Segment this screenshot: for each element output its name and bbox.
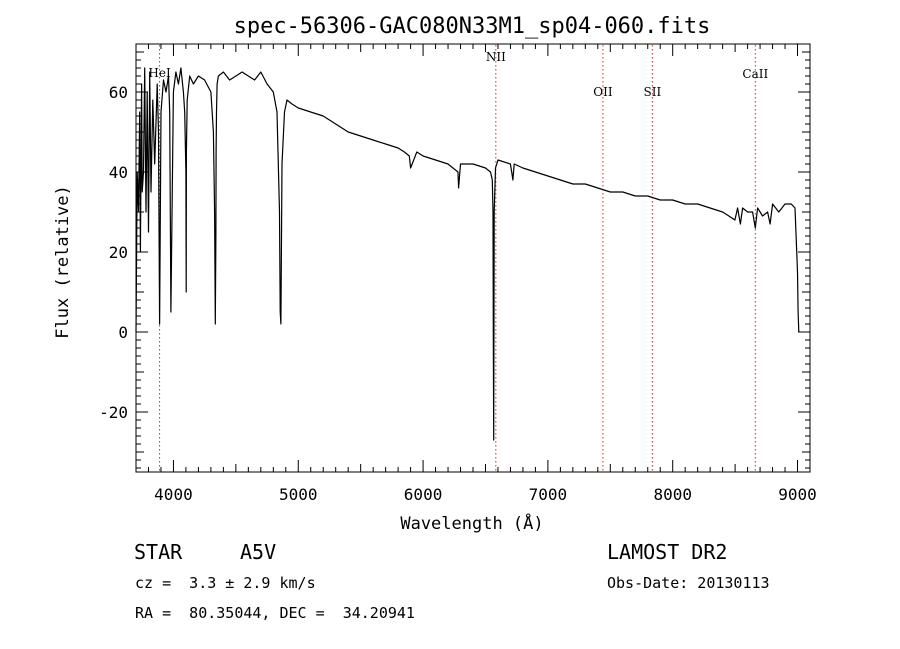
y-axis: -20 0 20 40 60: [99, 43, 810, 469]
object-subclass: A5V: [240, 540, 277, 564]
x-tick-label: 6000: [404, 485, 443, 504]
y-tick-label: 40: [109, 163, 128, 182]
spectral-line-label: HeI: [148, 66, 171, 80]
survey-name: LAMOST DR2: [607, 540, 728, 564]
redshift-value: cz = 3.3 ± 2.9 km/s: [135, 574, 316, 592]
x-tick-label: 5000: [279, 485, 318, 504]
spectral-line-label: CaII: [742, 67, 768, 81]
x-tick-label: 8000: [653, 485, 692, 504]
y-tick-label: 20: [109, 243, 128, 262]
x-tick-label: 9000: [778, 485, 817, 504]
x-axis-label: Wavelength (Å): [400, 512, 543, 534]
coordinates: RA = 80.35044, DEC = 34.20941: [135, 604, 415, 622]
x-axis: 4000 5000 6000 7000 8000 9000: [147, 44, 817, 504]
x-tick-label: 4000: [154, 485, 193, 504]
x-tick-label: 7000: [529, 485, 568, 504]
y-tick-label: -20: [99, 403, 128, 422]
spectral-line-label: OII: [593, 85, 613, 99]
y-axis-label: Flux (relative): [53, 185, 73, 339]
y-tick-label: 60: [109, 83, 128, 102]
chart-title: spec-56306-GAC080N33M1_sp04-060.fits: [234, 14, 711, 39]
spectrum-series-line: [135, 67, 800, 441]
observation-date: Obs-Date: 20130113: [607, 574, 770, 592]
spectral-line-label: SII: [644, 85, 662, 99]
object-class: STAR: [134, 540, 183, 564]
plot-frame: [135, 43, 811, 473]
y-tick-label: 0: [118, 323, 128, 342]
spectral-line-label: NII: [486, 50, 506, 64]
spectral-line-markers: HeI NII OII SII CaII: [148, 45, 768, 471]
